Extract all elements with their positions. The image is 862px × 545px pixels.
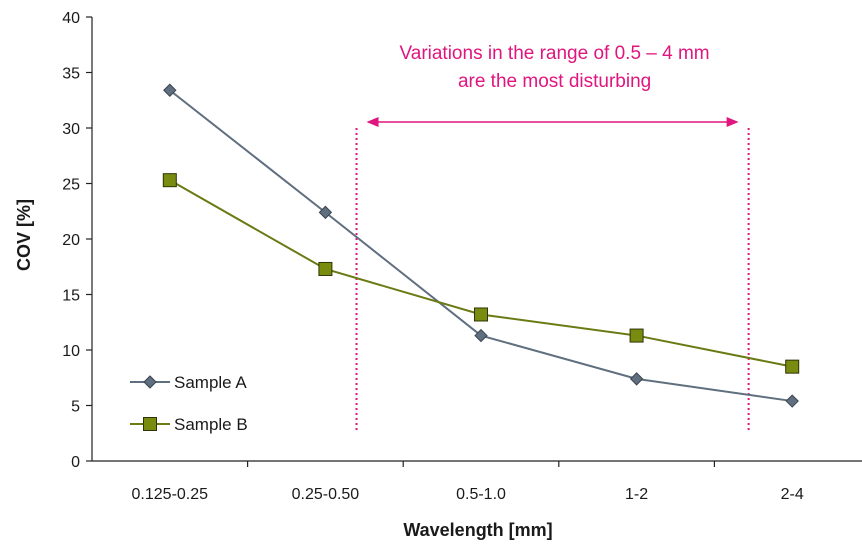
data-point-sample-b [785, 359, 800, 374]
x-tick-label: 0.25-0.50 [292, 486, 360, 503]
data-point-sample-b [474, 307, 488, 322]
annotation-text-line: are the most disturbing [458, 71, 651, 92]
x-tick-label: 2-4 [781, 486, 804, 503]
x-axis-title: Wavelength [mm] [403, 520, 552, 540]
x-tick-label: 1-2 [625, 486, 648, 503]
data-point-sample-a [785, 394, 799, 408]
series-group [162, 83, 800, 408]
range-arrow-left-head [366, 117, 379, 127]
axes [86, 16, 862, 467]
data-point-sample-a [163, 83, 177, 97]
data-point-sample-a [629, 372, 644, 386]
x-tick-label: 0.5-1.0 [456, 486, 506, 503]
data-point-sample-a [474, 328, 488, 343]
data-point-sample-b [629, 328, 644, 343]
y-tick-label: 0 [71, 454, 80, 471]
x-tick-label: 0.125-0.25 [132, 486, 209, 503]
series-line-sample-a [169, 89, 793, 403]
tick-labels: 0 5 10 15 20 25 30 35 40 0.125-0.25 0.25-0.50 0.5-1… [62, 10, 804, 503]
y-axis-title: COV [%] [14, 199, 34, 271]
annotation-group: Variations in the range of 0.5 – 4 mm are… [355, 43, 750, 432]
legend-label: Sample A [174, 373, 247, 392]
y-tick-label: 30 [62, 121, 80, 138]
y-tick-label: 15 [62, 288, 80, 305]
legend-marker-square [143, 417, 157, 431]
data-point-sample-b [162, 173, 177, 188]
range-arrow-right-head [726, 117, 739, 127]
legend: Sample A Sample B [130, 373, 248, 434]
data-point-sample-b [318, 261, 333, 276]
data-point-sample-a [318, 205, 333, 220]
y-tick-label: 40 [62, 10, 80, 27]
legend-marker-diamond [143, 375, 157, 389]
y-tick-label: 25 [62, 177, 80, 194]
legend-label: Sample B [174, 415, 248, 434]
y-tick-label: 35 [62, 66, 80, 83]
y-tick-label: 5 [71, 399, 80, 416]
y-tick-label: 10 [62, 343, 80, 360]
annotation-text-line: Variations in the range of 0.5 – 4 mm [399, 43, 709, 64]
y-tick-label: 20 [62, 232, 80, 249]
